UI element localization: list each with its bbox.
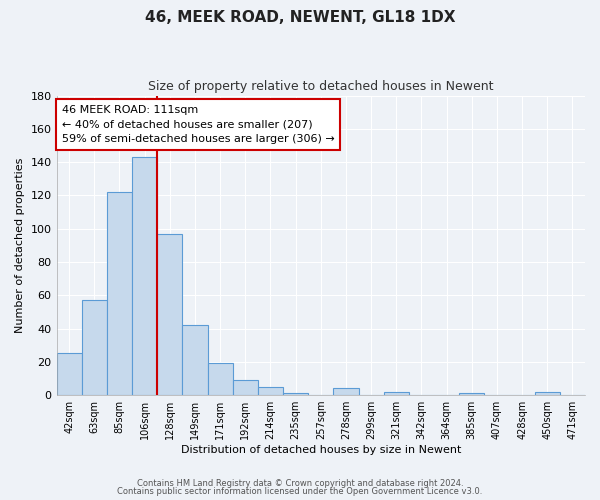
Y-axis label: Number of detached properties: Number of detached properties <box>15 158 25 333</box>
Bar <box>132 157 157 395</box>
Bar <box>535 392 560 395</box>
Text: Contains HM Land Registry data © Crown copyright and database right 2024.: Contains HM Land Registry data © Crown c… <box>137 478 463 488</box>
Bar <box>283 394 308 395</box>
Bar <box>334 388 359 395</box>
Title: Size of property relative to detached houses in Newent: Size of property relative to detached ho… <box>148 80 494 93</box>
Bar <box>107 192 132 395</box>
Bar <box>208 364 233 395</box>
Text: Contains public sector information licensed under the Open Government Licence v3: Contains public sector information licen… <box>118 487 482 496</box>
Text: 46 MEEK ROAD: 111sqm
← 40% of detached houses are smaller (207)
59% of semi-deta: 46 MEEK ROAD: 111sqm ← 40% of detached h… <box>62 104 335 144</box>
Bar <box>459 394 484 395</box>
Bar <box>157 234 182 395</box>
Text: 46, MEEK ROAD, NEWENT, GL18 1DX: 46, MEEK ROAD, NEWENT, GL18 1DX <box>145 10 455 25</box>
Bar <box>383 392 409 395</box>
Bar <box>56 354 82 395</box>
X-axis label: Distribution of detached houses by size in Newent: Distribution of detached houses by size … <box>181 445 461 455</box>
Bar <box>82 300 107 395</box>
Bar <box>182 325 208 395</box>
Bar <box>233 380 258 395</box>
Bar <box>258 387 283 395</box>
